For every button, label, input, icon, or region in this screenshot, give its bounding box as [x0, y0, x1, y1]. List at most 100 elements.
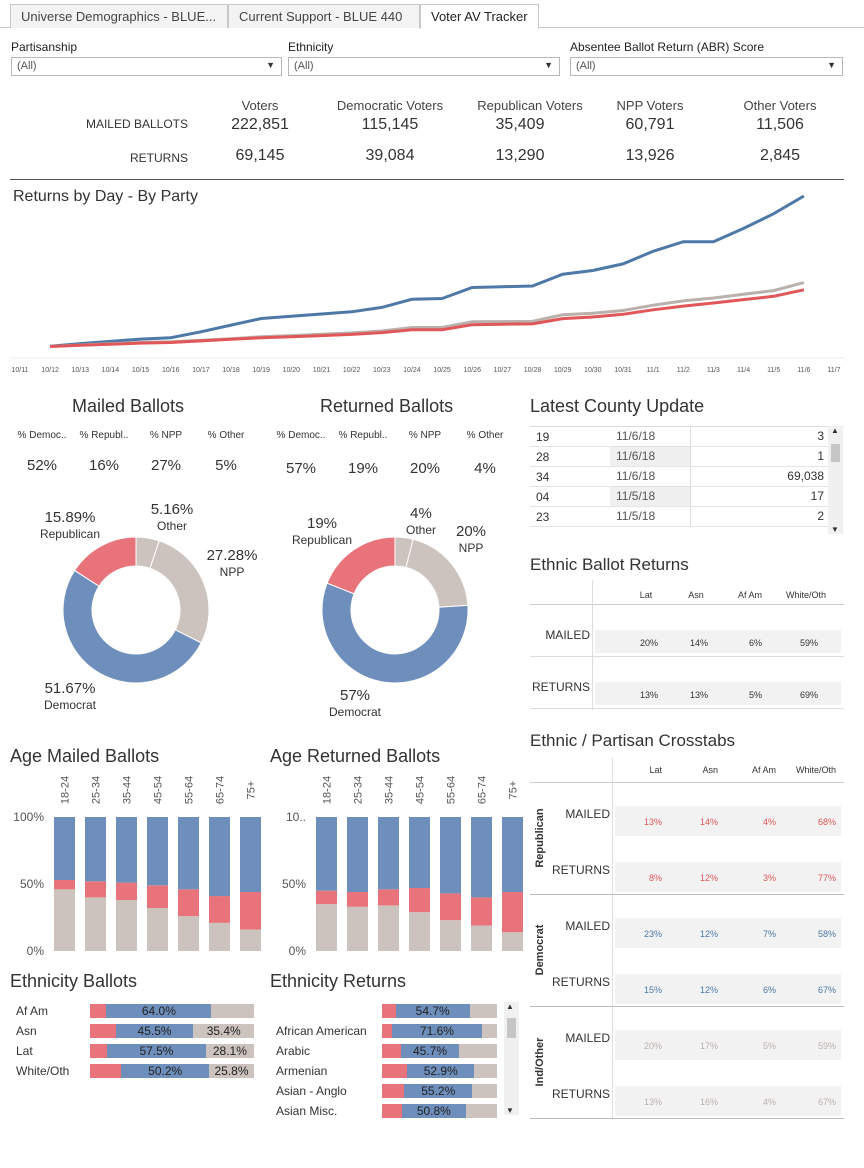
slice-value-label: 19%: [307, 515, 337, 532]
scroll-down-icon[interactable]: ▼: [831, 525, 839, 534]
scroll-down-icon[interactable]: ▼: [506, 1106, 514, 1115]
group-label: Republican: [534, 808, 546, 868]
x-tick-label: 10/14: [102, 367, 120, 374]
divider: [530, 708, 844, 709]
summary-value: 60,791: [625, 116, 675, 133]
scroll-up-icon[interactable]: ▲: [506, 1002, 514, 1011]
cell-value: 12%: [699, 929, 718, 939]
bar-segment-other: [409, 912, 430, 951]
donut-slice-npp: [149, 540, 210, 644]
y-tick-label: 0%: [27, 944, 45, 955]
percent-header: % Other: [207, 430, 245, 441]
category-label: 75+: [246, 781, 258, 800]
filter-abr-dropdown[interactable]: (All) ▼: [570, 57, 843, 76]
bar-segment-republican: [440, 893, 461, 921]
cell-value: 13%: [689, 690, 708, 700]
percent-value: 4%: [474, 460, 496, 477]
cell-value: 12%: [699, 873, 718, 883]
bar-segment-democrat: 45.7%: [401, 1044, 459, 1058]
row-band: [615, 806, 841, 836]
ethnicity-label: Asian - Anglo: [276, 1084, 347, 1098]
row-band: [615, 1030, 841, 1060]
tab-voter-av-tracker[interactable]: Voter AV Tracker: [420, 4, 539, 29]
percent-header: % NPP: [149, 430, 183, 441]
tab-current-support[interactable]: Current Support - BLUE 440: [228, 4, 420, 28]
divider: [530, 894, 844, 895]
county-update-table[interactable]: 19 11/6/18 3 28 11/6/18 1 34 11/6/18 69,038 04 11/…: [530, 426, 844, 534]
returns-chart-title: Returns by Day - By Party: [13, 188, 198, 205]
bar-segment-republican: [54, 879, 75, 890]
bar-segment-other: 25.8%: [208, 1064, 254, 1078]
bar-segment-democrat: [409, 817, 430, 889]
cell-value: 59%: [817, 1041, 836, 1051]
scroll-thumb[interactable]: [507, 1018, 516, 1038]
percent-value: 20%: [409, 460, 441, 477]
bar-segment-democrat: [209, 817, 230, 897]
filter-abr-label: Absentee Ballot Return (ABR) Score: [570, 40, 765, 54]
scroll-thumb[interactable]: [831, 444, 840, 462]
bar-segment-republican: [378, 889, 399, 906]
percent-value: 16%: [88, 457, 120, 474]
row-band: [615, 862, 841, 892]
tab-bar: Universe Demographics - BLUE... Current …: [0, 0, 864, 29]
county-row[interactable]: 28 11/6/18 1: [530, 447, 828, 467]
percent-header: % NPP: [408, 430, 442, 441]
county-row[interactable]: 34 11/6/18 69,038: [530, 467, 828, 487]
donut-slice-democrat: [62, 569, 202, 684]
y-tick-label: 100%: [13, 810, 44, 824]
bar-segment-democrat: 55.2%: [404, 1084, 473, 1098]
category-label: 45-54: [153, 776, 165, 804]
series-line-republican: [50, 288, 805, 348]
bar-segment-republican: [90, 1064, 122, 1078]
bar-segment-democrat: 52.9%: [407, 1064, 475, 1078]
bar-segment-republican: [178, 889, 199, 917]
percent-header: % Republ..: [79, 430, 129, 441]
cell-value: 69%: [799, 690, 818, 700]
ethnicity-returns-chart: 54.7% African American 71.6% Arabic 45.7% Arm…: [270, 998, 505, 1122]
x-tick-label: 10/19: [252, 367, 270, 374]
bar-segment-democrat: 45.5%: [115, 1024, 194, 1038]
x-tick-label: 10/20: [283, 367, 301, 374]
county-row[interactable]: 04 11/5/18 17: [530, 487, 828, 507]
column-header: Af Am: [751, 765, 776, 775]
slice-value-label: 27.28%: [207, 547, 258, 564]
summary-value: 115,145: [361, 116, 419, 133]
x-tick-label: 11/5: [767, 367, 780, 374]
county-row[interactable]: 19 11/6/18 3: [530, 427, 828, 447]
crosstabs-title: Ethnic / Partisan Crosstabs: [530, 731, 736, 750]
column-header: Asn: [688, 590, 704, 600]
x-tick-label: 10/30: [584, 367, 602, 374]
ethnicity-label: Asian Misc.: [276, 1104, 338, 1118]
county-row[interactable]: 23 11/5/18 2: [530, 507, 828, 527]
cell-value: 13%: [639, 690, 658, 700]
bar-segment-other: [316, 904, 337, 951]
x-tick-label: 11/7: [827, 367, 840, 374]
ethnicity-returns-scrollbar[interactable]: ▲ ▼: [504, 1002, 519, 1115]
filter-ethnicity-dropdown[interactable]: (All) ▼: [288, 57, 560, 76]
divider: [530, 1118, 844, 1119]
dropdown-arrow-icon: ▼: [266, 60, 275, 70]
mailed-ballots-title: Mailed Ballots: [72, 396, 185, 416]
bar-segment-other: [378, 905, 399, 951]
summary-value: 69,145: [235, 147, 285, 164]
cell-value: 77%: [817, 873, 836, 883]
filter-partisanship-dropdown[interactable]: (All) ▼: [11, 57, 282, 76]
county-update-scrollbar[interactable]: ▲ ▼: [828, 426, 843, 534]
scroll-up-icon[interactable]: ▲: [831, 426, 839, 435]
county-count: 3: [690, 427, 828, 446]
divider: [592, 580, 593, 710]
county-code: 28: [536, 450, 550, 464]
x-tick-label: 10/23: [373, 367, 391, 374]
category-label: 35-44: [384, 776, 396, 804]
row-label: RETURNS: [532, 680, 591, 694]
percent-header: % Other: [466, 430, 504, 441]
row-band: [595, 630, 841, 653]
percent-value: 52%: [26, 457, 58, 474]
bar-segment-democrat: [502, 817, 523, 893]
row-label: RETURNS: [551, 1087, 610, 1101]
x-tick-label: 10/13: [72, 367, 90, 374]
x-tick-label: 10/25: [433, 367, 451, 374]
tab-universe-demographics[interactable]: Universe Demographics - BLUE...: [10, 4, 228, 28]
bar-segment-democrat: [378, 817, 399, 890]
bar-segment-republican: [85, 881, 106, 898]
